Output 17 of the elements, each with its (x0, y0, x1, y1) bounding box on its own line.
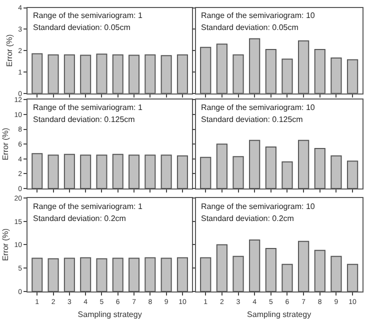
annotation: Standard deviation: 0.05cm (33, 23, 131, 32)
y-axis-title: Error (%) (0, 228, 10, 261)
annotation: Range of the semivariogram: 10 (201, 11, 316, 20)
annotation: Range of the semivariogram: 1 (33, 103, 143, 112)
annotation: Range of the semivariogram: 1 (33, 11, 143, 20)
annotation: Standard deviation: 0.125cm (33, 115, 136, 124)
annotation: Standard deviation: 0.2cm (33, 214, 126, 223)
x-axis-title: Sampling strategy (78, 310, 142, 319)
annotation: Range of the semivariogram: 1 (33, 202, 143, 211)
annotation: Standard deviation: 0.2cm (201, 214, 294, 223)
annotation: Range of the semivariogram: 10 (201, 103, 316, 112)
annotation: Standard deviation: 0.05cm (201, 23, 299, 32)
annotation: Standard deviation: 0.125cm (201, 115, 304, 124)
x-axis-title: Sampling strategy (247, 310, 312, 319)
y-axis-title: Error (%) (0, 128, 10, 160)
y-axis-title: Error (%) (4, 34, 14, 67)
annotation: Range of the semivariogram: 10 (201, 202, 316, 211)
